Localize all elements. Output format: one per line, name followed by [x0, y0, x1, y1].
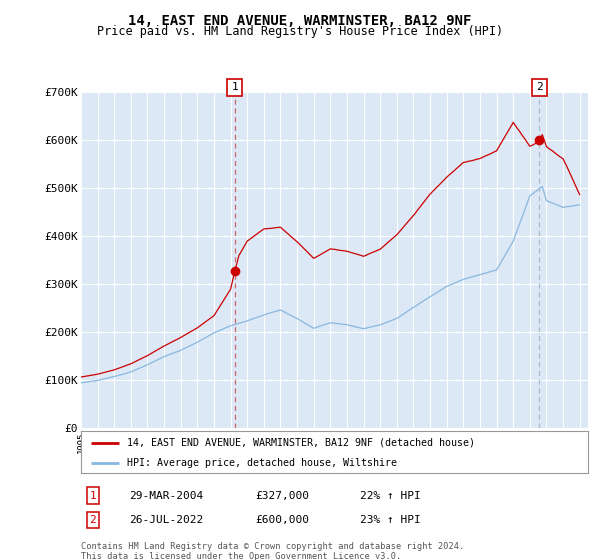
- Text: 2: 2: [89, 515, 97, 525]
- Text: 2: 2: [536, 82, 543, 92]
- Text: 26-JUL-2022: 26-JUL-2022: [129, 515, 203, 525]
- Text: 22% ↑ HPI: 22% ↑ HPI: [360, 491, 421, 501]
- Text: Price paid vs. HM Land Registry's House Price Index (HPI): Price paid vs. HM Land Registry's House …: [97, 25, 503, 38]
- Text: 14, EAST END AVENUE, WARMINSTER, BA12 9NF: 14, EAST END AVENUE, WARMINSTER, BA12 9N…: [128, 14, 472, 28]
- Text: 23% ↑ HPI: 23% ↑ HPI: [360, 515, 421, 525]
- Text: HPI: Average price, detached house, Wiltshire: HPI: Average price, detached house, Wilt…: [127, 458, 397, 468]
- Text: 1: 1: [89, 491, 97, 501]
- Text: Contains HM Land Registry data © Crown copyright and database right 2024.
This d: Contains HM Land Registry data © Crown c…: [81, 542, 464, 560]
- Text: 14, EAST END AVENUE, WARMINSTER, BA12 9NF (detached house): 14, EAST END AVENUE, WARMINSTER, BA12 9N…: [127, 438, 475, 448]
- Text: 29-MAR-2004: 29-MAR-2004: [129, 491, 203, 501]
- Text: £327,000: £327,000: [255, 491, 309, 501]
- Text: £600,000: £600,000: [255, 515, 309, 525]
- Text: 1: 1: [232, 82, 238, 92]
